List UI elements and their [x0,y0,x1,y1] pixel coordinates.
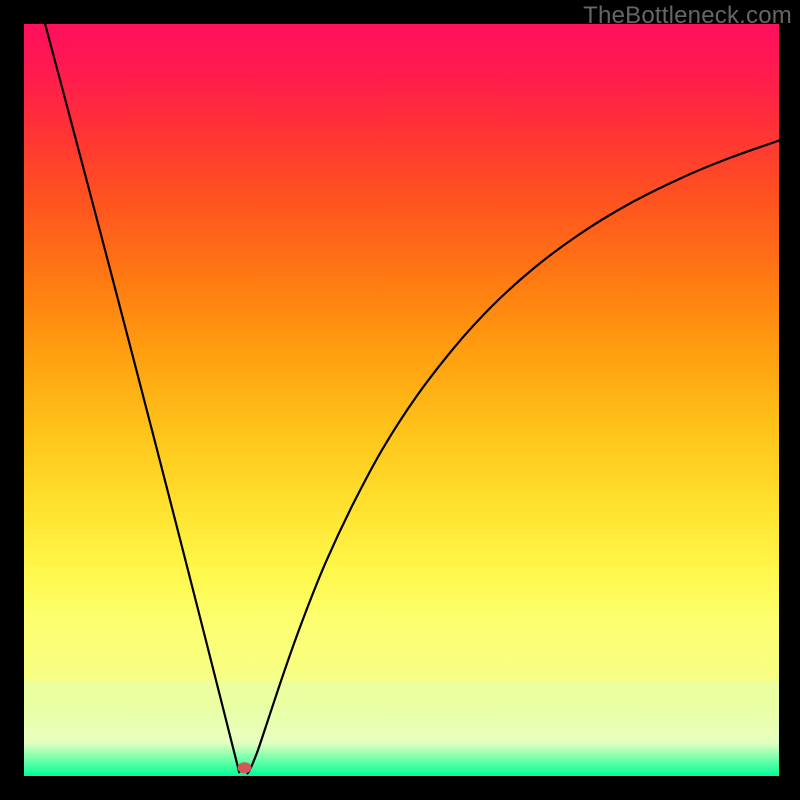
chart-container: TheBottleneck.com [0,0,800,800]
plot-svg [24,24,779,776]
yellow-band [24,612,779,682]
optimal-point-marker [238,762,252,773]
